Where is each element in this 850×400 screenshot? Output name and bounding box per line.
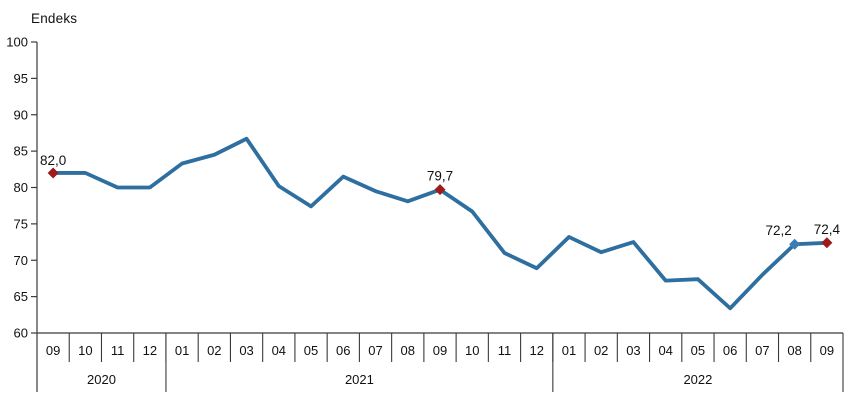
x-month-label: 12 — [143, 343, 157, 358]
x-month-label: 05 — [691, 343, 705, 358]
x-year-label: 2020 — [87, 372, 116, 387]
y-tick-label: 75 — [14, 216, 28, 231]
data-point-label: 79,7 — [427, 169, 453, 184]
data-point-label: 72,2 — [765, 223, 791, 238]
x-month-label: 06 — [723, 343, 737, 358]
x-month-label: 06 — [336, 343, 350, 358]
y-tick-label: 95 — [14, 71, 28, 86]
x-month-label: 03 — [239, 343, 253, 358]
x-month-label: 11 — [498, 343, 512, 358]
x-month-label: 07 — [755, 343, 769, 358]
red-diamond-marker — [47, 167, 59, 179]
y-tick-label: 100 — [6, 35, 28, 50]
x-month-label: 09 — [46, 343, 60, 358]
x-year-label: 2021 — [345, 372, 374, 387]
x-month-label: 12 — [529, 343, 543, 358]
x-month-label: 10 — [78, 343, 92, 358]
x-year-label: 2022 — [683, 372, 712, 387]
x-month-label: 04 — [658, 343, 672, 358]
x-month-label: 04 — [272, 343, 286, 358]
x-month-label: 09 — [433, 343, 447, 358]
x-month-label: 02 — [594, 343, 608, 358]
y-tick-label: 80 — [14, 180, 28, 195]
y-tick-label: 60 — [14, 326, 28, 341]
y-tick-label: 70 — [14, 253, 28, 268]
x-month-label: 03 — [626, 343, 640, 358]
blue-diamond-marker — [789, 238, 801, 250]
x-month-label: 10 — [465, 343, 479, 358]
x-month-label: 11 — [111, 343, 125, 358]
red-diamond-marker — [821, 237, 833, 249]
x-month-label: 02 — [207, 343, 221, 358]
x-month-label: 08 — [787, 343, 801, 358]
data-point-label: 82,0 — [40, 153, 66, 168]
index-series-line — [51, 136, 829, 311]
x-month-label: 01 — [175, 343, 189, 358]
red-diamond-marker — [434, 184, 446, 196]
y-axis-title: Endeks — [31, 11, 78, 26]
y-tick-label: 85 — [14, 144, 28, 159]
x-month-label: 07 — [368, 343, 382, 358]
y-tick-label: 65 — [14, 289, 28, 304]
y-tick-label: 90 — [14, 107, 28, 122]
x-month-label: 09 — [820, 343, 834, 358]
x-month-label: 01 — [562, 343, 576, 358]
x-month-label: 05 — [304, 343, 318, 358]
x-month-label: 08 — [401, 343, 415, 358]
data-point-label: 72,4 — [814, 222, 841, 237]
